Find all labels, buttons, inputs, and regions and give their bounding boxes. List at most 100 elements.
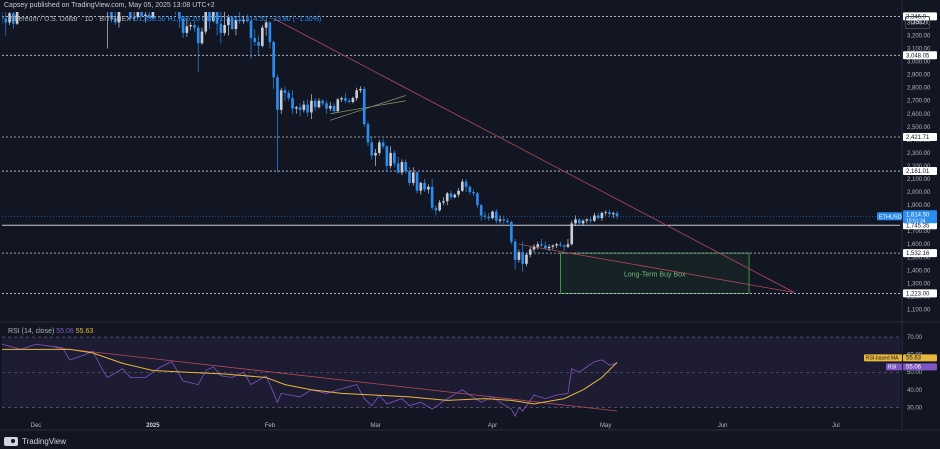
candle-body: [483, 215, 487, 217]
currency-selector[interactable]: USD: [905, 16, 930, 29]
candle-body: [140, 12, 143, 16]
candle-body: [544, 245, 547, 249]
candle-body: [8, 13, 11, 23]
price-tick-label: 1,700.00: [907, 229, 931, 235]
rsi-tick-label: 50.00: [907, 370, 923, 376]
rsi-tick-label: 70.00: [907, 335, 923, 341]
candle-body: [532, 246, 536, 250]
level-label-bg: [903, 133, 937, 142]
candle-body: [204, 12, 208, 32]
candle-body: [536, 244, 540, 247]
candle-body: [430, 186, 434, 208]
trendline: [518, 243, 795, 293]
candle-body: [178, 12, 181, 19]
candle-body: [479, 205, 483, 216]
candle-body: [453, 194, 457, 198]
candle-body: [279, 90, 283, 110]
candle-body: [230, 17, 234, 29]
candle-body: [132, 17, 136, 19]
candle-body: [528, 249, 532, 255]
candle-body: [268, 22, 272, 43]
candle-body: [128, 12, 132, 19]
candle-body: [385, 146, 389, 166]
candle-body: [487, 216, 491, 219]
candle-body: [366, 124, 370, 143]
price-tick-label: 1,600.00: [907, 242, 931, 248]
candle-body: [298, 107, 302, 110]
candle-body: [445, 193, 449, 202]
candle-body: [147, 14, 151, 18]
candle-body: [4, 18, 8, 23]
level-label: 3,048.05: [906, 53, 930, 59]
candle-body: [517, 252, 521, 260]
symbol-legend: Ethereum / U.S. Dollar · 1D · BITFINEX O…: [8, 16, 321, 23]
candle-body: [336, 99, 340, 112]
candle-body: [540, 244, 543, 246]
level-label: 1,223.00: [906, 291, 930, 297]
rsi-ma-value: 55.63: [75, 328, 94, 335]
candle-body: [400, 162, 404, 173]
candle-body: [525, 254, 528, 264]
candle-body: [347, 100, 351, 103]
candle-body: [189, 25, 192, 27]
price-tick-label: 2,200.00: [907, 164, 931, 170]
candle-body: [272, 42, 275, 78]
candle-body: [555, 244, 558, 246]
candle-body: [615, 213, 619, 217]
candle-body: [287, 92, 291, 99]
candle-body: [491, 211, 494, 219]
rsi-ma-line: [2, 348, 618, 405]
candle-body: [245, 19, 249, 22]
rsi-ma-value-label: 55.63: [906, 355, 922, 361]
time-tick-label: 2025: [146, 423, 160, 429]
candle-body: [294, 107, 298, 109]
candle-body: [344, 98, 347, 101]
candle-body: [547, 246, 551, 249]
candle-body: [283, 90, 287, 93]
candle-body: [442, 201, 445, 203]
rsi-title: RSI (14, close): [8, 328, 55, 335]
rsi-band-fill: [2, 337, 900, 408]
candle-body: [117, 12, 121, 23]
level-label-bg: [903, 51, 937, 60]
rsi-legend: RSI (14, close) 55.06 55.63: [8, 328, 93, 335]
level-label: 3,346.0: [906, 14, 927, 20]
candle-body: [328, 105, 332, 109]
candle-body: [449, 193, 453, 198]
level-label: 1,532.16: [906, 251, 930, 257]
candle-body: [434, 207, 438, 211]
candle-body: [585, 219, 589, 221]
tradingview-brand[interactable]: TradingView: [4, 437, 66, 446]
candle-body: [351, 98, 355, 103]
price-tick-label: 2,100.00: [907, 177, 931, 183]
candle-body: [193, 25, 196, 28]
price-tick-label: 3,300.00: [907, 20, 931, 26]
candle-body: [302, 104, 306, 110]
candle-body: [362, 88, 366, 125]
candle-body: [219, 23, 223, 33]
candle-body: [427, 186, 430, 190]
candle-body: [596, 215, 600, 219]
candle-body: [200, 31, 204, 44]
candle-body: [506, 220, 509, 223]
candle-body: [151, 12, 155, 18]
price-tick-label: 3,200.00: [907, 33, 931, 39]
candle-body: [457, 190, 460, 195]
candle-body: [577, 219, 581, 224]
last-price-label: 1,814.50: [906, 212, 930, 218]
candle-body: [396, 163, 400, 173]
rsi-ma-tag: RSI-based MA: [866, 355, 899, 361]
rsi-ma-tag-bg: [864, 354, 902, 362]
time-tick-label: Jul: [832, 423, 840, 429]
rsi-value: 55.06: [56, 328, 74, 335]
candle-body: [238, 19, 242, 22]
rsi-value-label: 55.06: [906, 364, 922, 370]
candle-body: [355, 90, 358, 99]
candle-body: [498, 219, 502, 221]
candle-body: [589, 219, 592, 221]
candle-body: [15, 12, 19, 24]
tradingview-logo-icon: [4, 437, 18, 446]
candle-body: [136, 12, 140, 18]
rsi-tick-label: 30.00: [907, 405, 923, 411]
